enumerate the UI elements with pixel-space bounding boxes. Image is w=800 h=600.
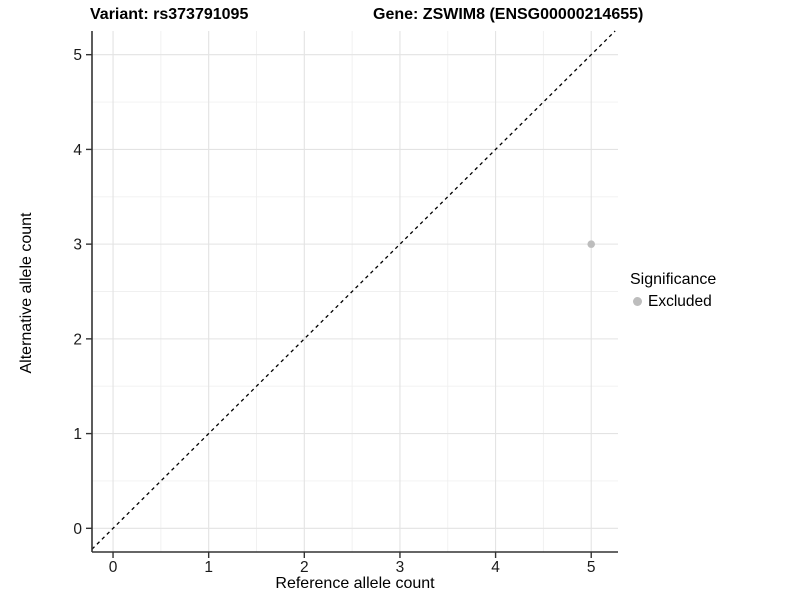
x-tick-label: 4 bbox=[491, 559, 500, 576]
grid-minor-lines bbox=[92, 31, 618, 552]
dashed-identity-line bbox=[91, 30, 616, 550]
y-axis: 0 1 2 3 4 5 bbox=[73, 31, 93, 552]
x-tick-label: 0 bbox=[109, 559, 118, 576]
y-tick-label: 2 bbox=[73, 331, 82, 348]
x-tick-label: 3 bbox=[396, 559, 405, 576]
variant-title: Variant: rs373791095 bbox=[90, 6, 249, 23]
y-tick-label: 3 bbox=[73, 237, 82, 254]
y-tick-label: 1 bbox=[73, 426, 82, 443]
x-tick-label: 1 bbox=[204, 559, 213, 576]
y-axis-label: Alternative allele count bbox=[18, 212, 35, 374]
grid-major-lines bbox=[92, 31, 618, 552]
data-points bbox=[587, 240, 596, 248]
y-tick-label: 0 bbox=[73, 521, 82, 538]
x-axis: 0 1 2 3 4 5 bbox=[92, 551, 618, 576]
legend-item-excluded: Excluded bbox=[630, 292, 716, 311]
x-tick-label: 5 bbox=[587, 559, 596, 576]
identity-reference-line bbox=[91, 30, 616, 550]
legend: Significance Excluded bbox=[630, 270, 716, 311]
data-point bbox=[587, 240, 596, 248]
legend-dot-icon bbox=[633, 297, 642, 306]
gene-title: Gene: ZSWIM8 (ENSG00000214655) bbox=[373, 6, 644, 23]
y-tick-label: 4 bbox=[73, 142, 82, 159]
x-axis-label: Reference allele count bbox=[275, 575, 435, 592]
y-tick-label: 5 bbox=[73, 47, 82, 64]
legend-title: Significance bbox=[630, 271, 717, 288]
x-tick-label: 2 bbox=[300, 559, 309, 576]
legend-item-label: Excluded bbox=[648, 293, 712, 310]
